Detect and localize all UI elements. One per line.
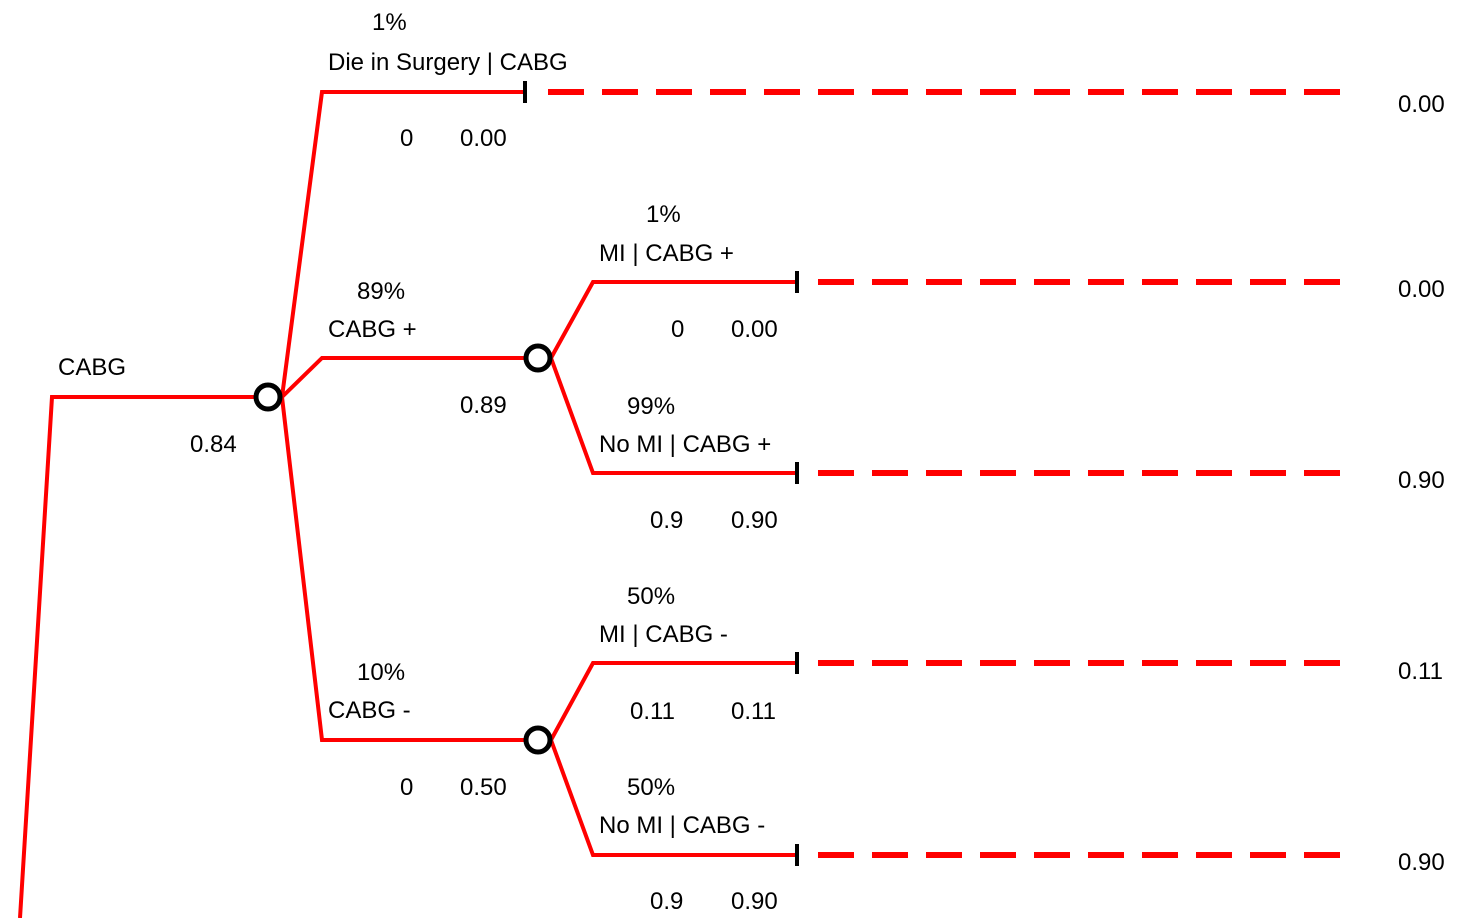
value-no-mi-cabg-minus: 0.90 bbox=[731, 888, 778, 915]
payoff-cabg-minus: 0 bbox=[400, 774, 413, 801]
payoff-no-mi-cabg-minus: 0.9 bbox=[650, 888, 683, 915]
branch-label-no-mi-cabg-minus: No MI | CABG - bbox=[599, 812, 765, 839]
branch-label-mi-cabg-minus: MI | CABG - bbox=[599, 621, 728, 648]
payoff-no-mi-cabg-plus: 0.9 bbox=[650, 507, 683, 534]
value-no-mi-cabg-plus: 0.90 bbox=[731, 507, 778, 534]
payoff-mi-cabg-minus: 0.11 bbox=[630, 698, 675, 725]
root-branch-line bbox=[18, 395, 255, 918]
probability-no-mi-cabg-minus: 50% bbox=[627, 774, 675, 801]
branch-line-die-in-surgery bbox=[280, 90, 523, 398]
probability-cabg-minus: 10% bbox=[357, 659, 405, 686]
payoff-mi-cabg-plus: 0 bbox=[671, 316, 684, 343]
branch-line-mi-cabg-plus bbox=[549, 280, 795, 359]
probability-mi-cabg-minus: 50% bbox=[627, 583, 675, 610]
payoff-die-in-surgery: 0 bbox=[400, 125, 413, 152]
branch-line-no-mi-cabg-plus bbox=[549, 357, 795, 475]
final-value-mi-cabg-minus: 0.11 bbox=[1398, 658, 1443, 685]
branch-label-die-in-surgery: Die in Surgery | CABG bbox=[328, 49, 568, 76]
branch-line-cabg-plus bbox=[280, 356, 524, 399]
probability-mi-cabg-plus: 1% bbox=[646, 201, 681, 228]
branch-line-mi-cabg-minus bbox=[549, 661, 795, 741]
value-die-in-surgery: 0.00 bbox=[460, 125, 507, 152]
branch-label-no-mi-cabg-plus: No MI | CABG + bbox=[599, 431, 771, 458]
branch-line-no-mi-cabg-minus bbox=[549, 739, 795, 857]
branch-label-cabg-plus: CABG + bbox=[328, 316, 417, 343]
probability-no-mi-cabg-plus: 99% bbox=[627, 393, 675, 420]
chance-node-cabg-minus bbox=[523, 725, 553, 755]
branch-label-cabg-minus: CABG - bbox=[328, 697, 411, 724]
probability-die-in-surgery: 1% bbox=[372, 9, 407, 36]
chance-node-root bbox=[253, 382, 283, 412]
final-value-no-mi-cabg-minus: 0.90 bbox=[1398, 849, 1445, 876]
value-mi-cabg-plus: 0.00 bbox=[731, 316, 778, 343]
chance-node-cabg-plus bbox=[523, 343, 553, 373]
value-cabg-minus: 0.50 bbox=[460, 774, 507, 801]
probability-cabg-plus: 89% bbox=[357, 278, 405, 305]
branch-line-cabg-minus bbox=[280, 396, 524, 742]
value-mi-cabg-minus: 0.11 bbox=[731, 698, 776, 725]
value-cabg-plus: 0.89 bbox=[460, 392, 507, 419]
final-value-mi-cabg-plus: 0.00 bbox=[1398, 276, 1445, 303]
final-value-no-mi-cabg-plus: 0.90 bbox=[1398, 467, 1445, 494]
final-value-die-in-surgery: 0.00 bbox=[1398, 91, 1445, 118]
root-expected-value: 0.84 bbox=[190, 431, 237, 458]
root-label: CABG bbox=[58, 354, 126, 381]
branch-label-mi-cabg-plus: MI | CABG + bbox=[599, 240, 734, 267]
